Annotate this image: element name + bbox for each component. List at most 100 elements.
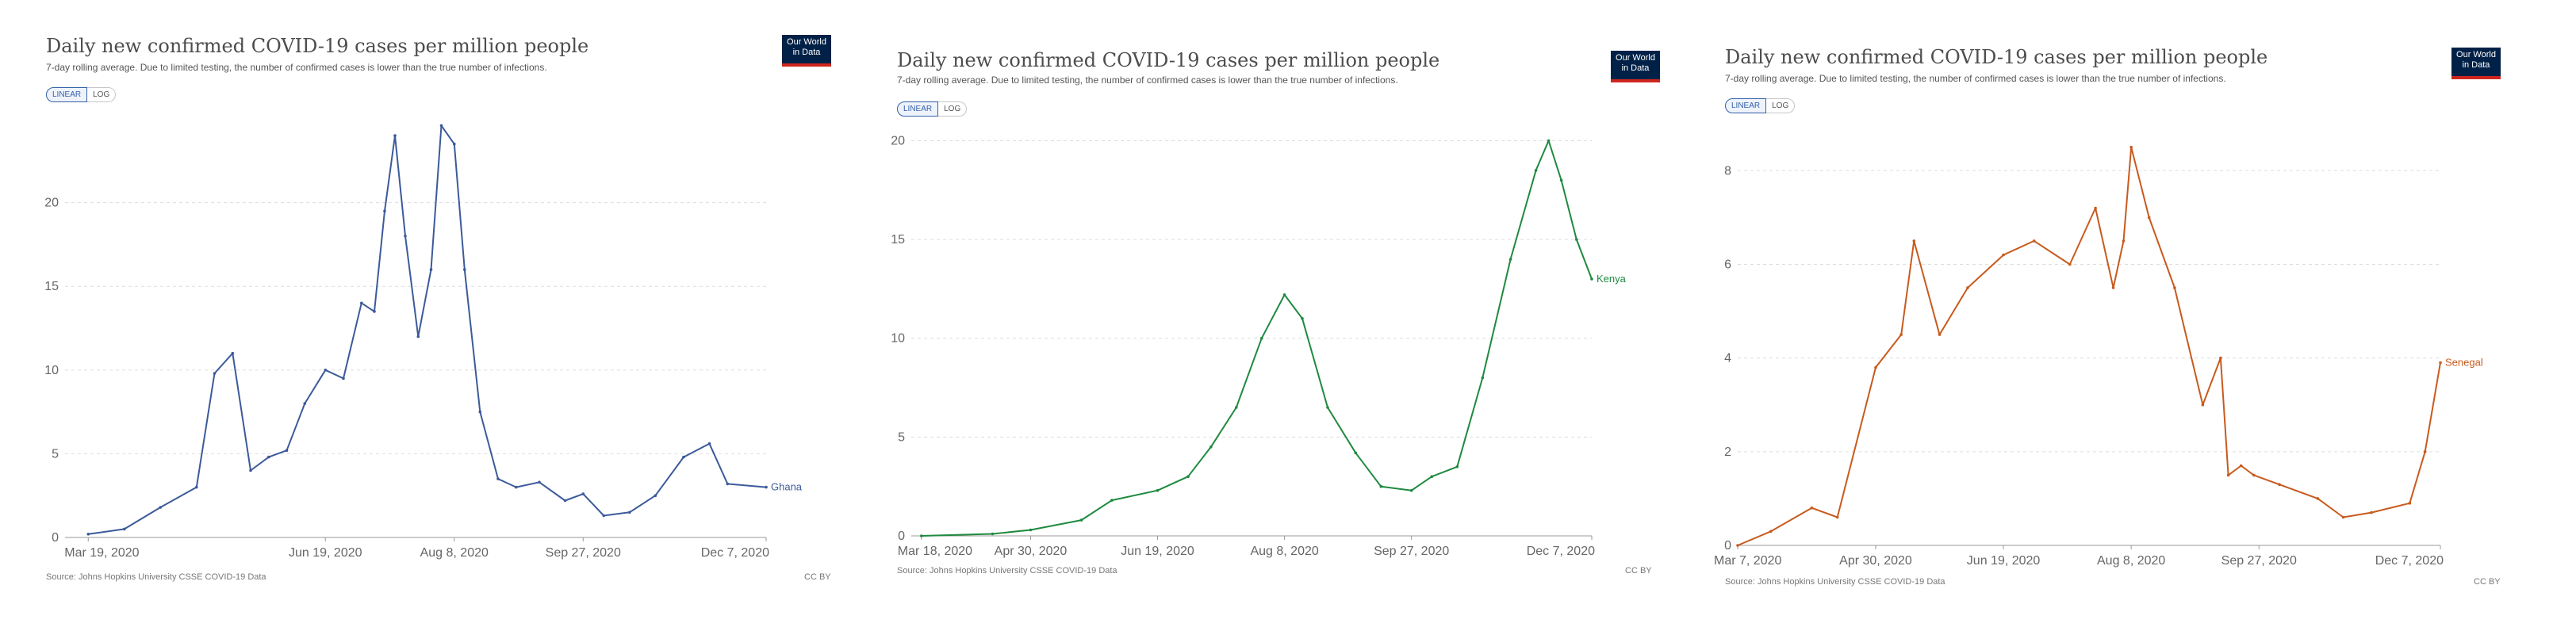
data-point — [1938, 333, 1942, 336]
x-tick-label: Mar 19, 2020 — [64, 546, 139, 560]
data-point — [2002, 253, 2005, 257]
line-chart: 0 5 10 15 20 Mar 19, 2020 Jun 19, 2020 Aug 8, 2… — [44, 124, 803, 560]
owid-logo[interactable]: Our World in Data — [1611, 51, 1660, 82]
data-point — [1481, 376, 1485, 380]
x-tick-label: Apr 30, 2020 — [1839, 554, 1912, 568]
data-point — [1736, 544, 1739, 547]
license-note[interactable]: CC BY — [2474, 577, 2501, 587]
data-point — [654, 494, 657, 497]
data-point — [2226, 473, 2230, 477]
data-point — [2122, 239, 2126, 243]
data-point — [2129, 145, 2133, 149]
y-tick-label: 15 — [891, 233, 905, 247]
chart-title: Daily new confirmed COVID-19 cases per m… — [46, 35, 589, 57]
series-label: Senegal — [2445, 357, 2483, 369]
data-point — [1282, 293, 1286, 296]
x-tick-label: Jun 19, 2020 — [1121, 545, 1194, 558]
data-point — [2201, 403, 2205, 407]
data-point — [1455, 465, 1459, 468]
linear-button[interactable]: LINEAR — [1725, 98, 1767, 113]
data-point — [1835, 515, 1839, 519]
data-point — [383, 209, 386, 213]
logo-line-1: Our World — [787, 37, 826, 47]
series-line-senegal — [1737, 146, 2441, 546]
data-point — [1575, 238, 1578, 241]
data-point — [303, 402, 307, 405]
data-point — [1874, 365, 1877, 369]
logo-line-1: Our World — [1616, 53, 1655, 63]
data-point — [159, 506, 163, 509]
data-point — [1209, 446, 1213, 449]
data-point — [682, 455, 685, 459]
source-note[interactable]: Source: Johns Hopkins University CSSE CO… — [1725, 577, 1945, 587]
data-point — [2370, 511, 2373, 514]
license-note[interactable]: CC BY — [804, 572, 831, 582]
data-point — [2439, 361, 2442, 365]
owid-logo[interactable]: Our World in Data — [2451, 48, 2501, 79]
data-point — [1899, 333, 1903, 336]
license-note[interactable]: CC BY — [1625, 566, 1652, 576]
log-button[interactable]: LOG — [1766, 98, 1796, 113]
y-tick-label: 0 — [1724, 539, 1731, 553]
data-point — [581, 492, 585, 495]
x-tick-label: Mar 18, 2020 — [898, 545, 972, 558]
linear-button[interactable]: LINEAR — [46, 87, 88, 102]
data-point — [496, 477, 500, 480]
logo-line-2: in Data — [792, 48, 821, 57]
data-point — [2111, 286, 2115, 289]
data-point — [1156, 488, 1160, 492]
data-point — [1547, 139, 1551, 143]
data-point — [416, 335, 420, 338]
scale-toggle: LINEAR LOG — [1725, 98, 1796, 113]
data-point — [2094, 206, 2097, 210]
y-tick-label: 4 — [1724, 352, 1731, 365]
chart-title: Daily new confirmed COVID-19 cases per m… — [897, 49, 1440, 71]
x-tick-label: Apr 30, 2020 — [995, 545, 1068, 558]
data-point — [360, 301, 363, 305]
chart-subtitle: 7-day rolling average. Due to limited te… — [46, 62, 547, 73]
source-note[interactable]: Source: Johns Hopkins University CSSE CO… — [46, 572, 266, 582]
series-line-ghana — [88, 124, 767, 535]
data-point — [373, 310, 376, 313]
data-point — [393, 134, 397, 137]
data-point — [1354, 451, 1358, 455]
x-tick-label: Sep 27, 2020 — [546, 546, 621, 560]
x-tick-label: Aug 8, 2020 — [1250, 545, 1318, 558]
y-tick-label: 10 — [891, 332, 905, 346]
x-tick-label: Dec 7, 2020 — [1527, 545, 1595, 558]
data-point — [515, 485, 518, 489]
data-point — [2068, 262, 2072, 266]
chart-panel-senegal: Daily new confirmed COVID-19 cases per m… — [1703, 0, 2528, 631]
y-tick-label: 10 — [44, 364, 59, 377]
logo-line-2: in Data — [2462, 60, 2490, 70]
x-tick-label: Aug 8, 2020 — [420, 546, 489, 560]
data-point — [1029, 528, 1033, 532]
y-tick-label: 8 — [1724, 164, 1731, 178]
data-point — [404, 235, 407, 238]
data-point — [285, 449, 289, 452]
log-button[interactable]: LOG — [87, 87, 117, 102]
y-tick-label: 20 — [44, 197, 59, 210]
logo-line-2: in Data — [1621, 63, 1650, 73]
series-label: Kenya — [1597, 273, 1627, 285]
data-point — [429, 268, 433, 271]
chart-subtitle: 7-day rolling average. Due to limited te… — [1725, 73, 2226, 84]
chart-title: Daily new confirmed COVID-19 cases per m… — [1725, 46, 2268, 68]
x-tick-label: Sep 27, 2020 — [1374, 545, 1449, 558]
source-note[interactable]: Source: Johns Hopkins University CSSE CO… — [897, 566, 1117, 576]
log-button[interactable]: LOG — [938, 101, 968, 117]
data-point — [1379, 484, 1383, 488]
data-point — [1810, 506, 1814, 510]
data-point — [538, 480, 541, 484]
data-point — [86, 533, 90, 536]
scale-toggle: LINEAR LOG — [897, 101, 968, 117]
data-point — [602, 514, 606, 518]
y-tick-label: 20 — [891, 134, 905, 147]
line-chart: 0 5 10 15 20 Mar 18, 2020 Apr 30, 2020 Jun 19, … — [891, 134, 1627, 558]
data-point — [1559, 178, 1563, 182]
linear-button[interactable]: LINEAR — [897, 101, 939, 117]
owid-logo[interactable]: Our World in Data — [782, 35, 831, 67]
data-point — [2408, 502, 2412, 505]
data-point — [707, 442, 711, 446]
data-point — [439, 124, 443, 128]
